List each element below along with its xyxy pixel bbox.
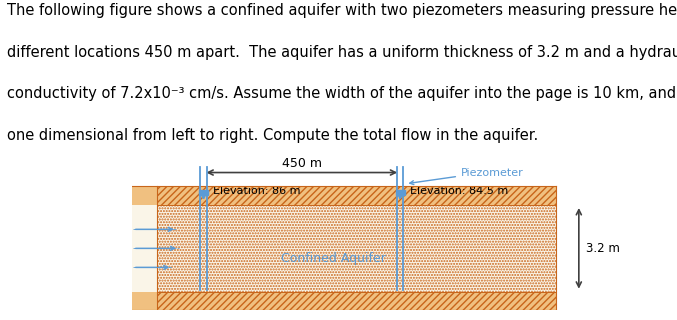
Text: conductivity of 7.2x10⁻³ cm/s. Assume the width of the aquifer into the page is : conductivity of 7.2x10⁻³ cm/s. Assume th… [7,86,677,101]
Bar [132,186,156,205]
Text: Piezometer: Piezometer [460,168,523,178]
Bar [132,186,556,205]
Bar [132,205,156,292]
Bar [132,292,556,310]
Bar [132,292,156,310]
Bar [395,189,405,195]
Text: Elevation: 84.5 m: Elevation: 84.5 m [410,186,508,196]
Text: 3.2 m: 3.2 m [586,242,619,255]
Text: The following figure shows a confined aquifer with two piezometers measuring pre: The following figure shows a confined aq… [7,3,677,18]
Text: Confined Aquifer: Confined Aquifer [281,252,385,265]
Text: Elevation: 86 m: Elevation: 86 m [213,186,301,196]
Bar [132,205,556,292]
Text: one dimensional from left to right. Compute the total flow in the aquifer.: one dimensional from left to right. Comp… [7,128,538,143]
Text: different locations 450 m apart.  The aquifer has a uniform thickness of 3.2 m a: different locations 450 m apart. The aqu… [7,45,677,60]
Text: 450 m: 450 m [282,156,322,170]
Bar [199,189,208,195]
